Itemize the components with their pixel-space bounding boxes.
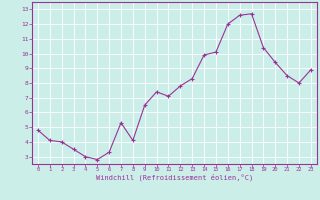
- X-axis label: Windchill (Refroidissement éolien,°C): Windchill (Refroidissement éolien,°C): [96, 174, 253, 181]
